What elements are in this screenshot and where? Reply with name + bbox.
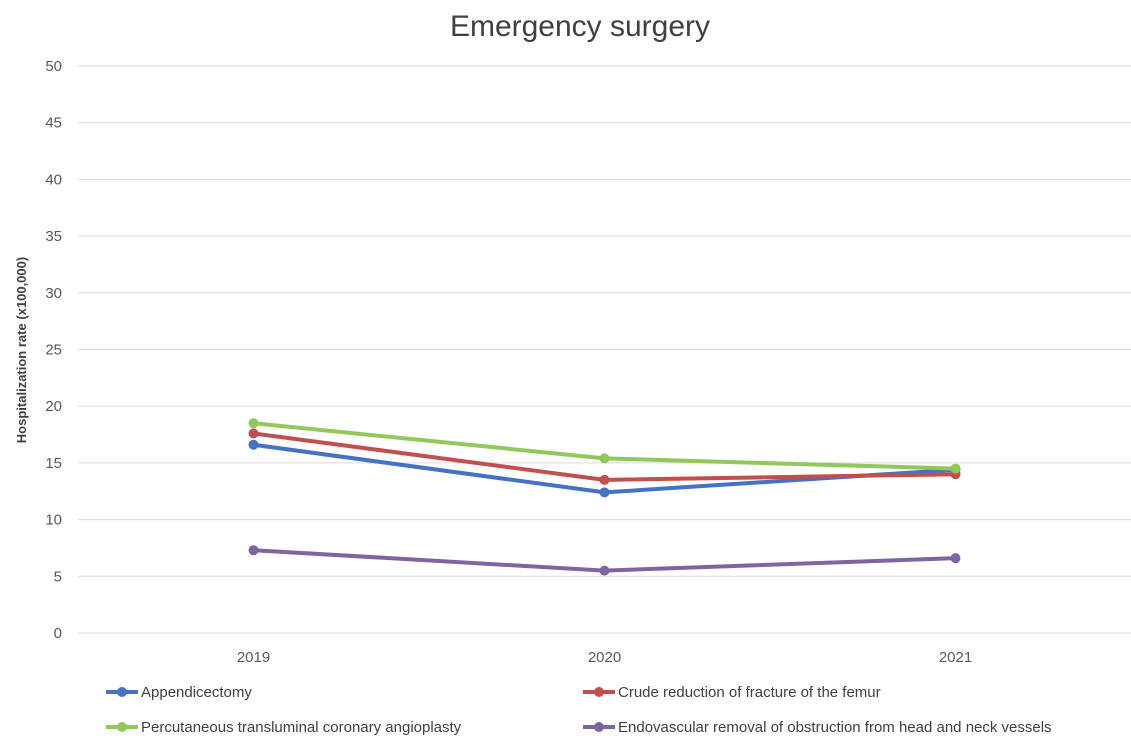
- y-axis-label: Hospitalization rate (x100,000): [14, 257, 29, 443]
- y-tick-label: 15: [45, 455, 62, 472]
- legend-label: Crude reduction of fracture of the femur: [618, 684, 881, 701]
- data-point: [950, 553, 961, 564]
- legend: Appendicectomy Crude reduction of fractur…: [106, 684, 1052, 736]
- series-lines: [248, 418, 961, 576]
- y-tick-label: 10: [45, 512, 62, 529]
- gridlines: [78, 65, 1131, 634]
- data-point: [599, 453, 610, 464]
- y-tick-labels: 0 5 10 15 20 25 30 35 40 45 50: [45, 58, 62, 642]
- series-3: [248, 418, 961, 474]
- legend-label: Endovascular removal of obstruction from…: [618, 719, 1052, 736]
- y-tick-label: 0: [54, 625, 62, 642]
- y-tick-label: 25: [45, 342, 62, 359]
- x-tick-label: 2020: [588, 649, 621, 666]
- legend-item: Appendicectomy: [106, 684, 252, 701]
- data-point: [599, 565, 610, 576]
- legend-label: Percutaneous transluminal coronary angio…: [141, 719, 462, 736]
- legend-marker: [594, 722, 604, 732]
- y-tick-label: 50: [45, 58, 62, 75]
- legend-marker: [117, 722, 127, 732]
- legend-marker: [117, 687, 127, 697]
- y-tick-label: 5: [54, 568, 62, 585]
- y-tick-label: 20: [45, 398, 62, 415]
- data-point: [599, 487, 610, 498]
- y-tick-label: 40: [45, 171, 62, 188]
- data-point: [248, 428, 259, 439]
- x-tick-label: 2021: [939, 649, 972, 666]
- y-tick-label: 45: [45, 115, 62, 132]
- chart-title: Emergency surgery: [450, 10, 710, 43]
- y-tick-label: 30: [45, 285, 62, 302]
- series-line: [251, 442, 958, 495]
- legend-item: Endovascular removal of obstruction from…: [583, 719, 1052, 736]
- series-4: [248, 545, 961, 576]
- legend-item: Crude reduction of fracture of the femur: [583, 684, 881, 701]
- data-point: [248, 418, 259, 429]
- y-tick-label: 35: [45, 228, 62, 245]
- data-point: [950, 463, 961, 474]
- legend-marker: [594, 687, 604, 697]
- x-tick-label: 2019: [237, 649, 270, 666]
- legend-label: Appendicectomy: [141, 684, 252, 701]
- x-tick-labels: 2019 2020 2021: [237, 649, 972, 666]
- legend-item: Percutaneous transluminal coronary angio…: [106, 719, 462, 736]
- data-point: [599, 474, 610, 485]
- data-point: [248, 545, 259, 556]
- data-point: [248, 439, 259, 450]
